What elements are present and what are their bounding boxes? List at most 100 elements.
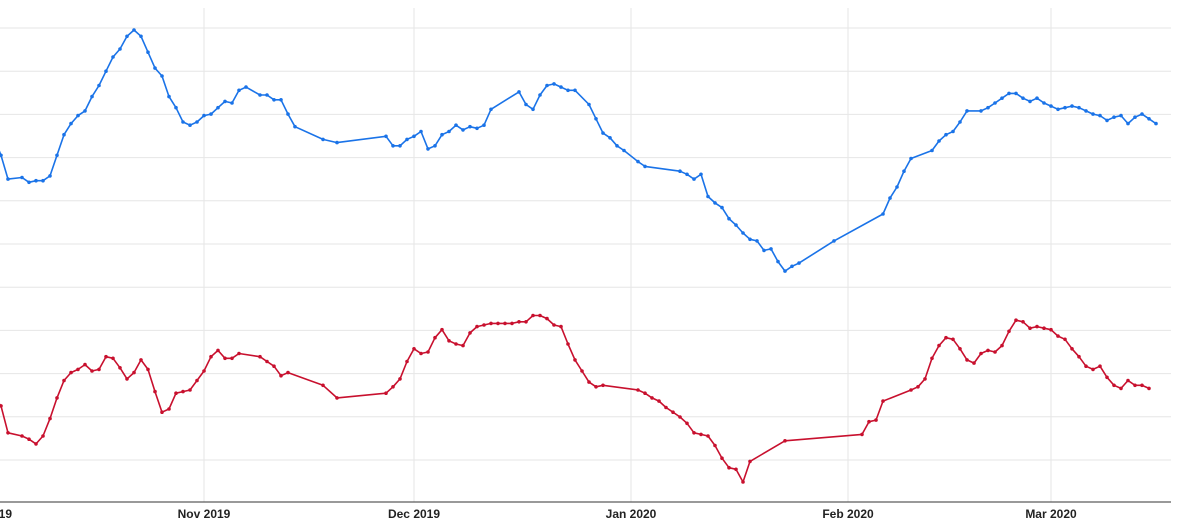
data-point [678, 415, 682, 419]
data-point [643, 164, 647, 169]
data-point [216, 105, 220, 110]
data-point [1126, 378, 1130, 383]
data-point [783, 439, 787, 443]
data-point [1000, 96, 1004, 100]
data-point [132, 370, 136, 375]
series-1 [0, 28, 1158, 273]
data-point [391, 144, 395, 148]
data-point [153, 389, 157, 394]
data-point [832, 239, 836, 243]
data-point [587, 380, 591, 384]
data-point [83, 109, 87, 113]
data-point [608, 136, 612, 140]
data-point [923, 377, 927, 381]
data-point [979, 109, 983, 113]
data-point [90, 94, 94, 99]
x-tick-label: Oct 2019 [0, 507, 12, 521]
data-point [496, 321, 500, 326]
data-point [601, 383, 605, 388]
data-point [237, 88, 241, 93]
data-point [517, 320, 521, 324]
data-point [426, 147, 430, 151]
data-point [951, 337, 955, 342]
data-point [538, 313, 542, 318]
data-point [447, 339, 451, 343]
data-point [545, 83, 549, 88]
data-point [125, 377, 129, 381]
data-point [475, 324, 479, 329]
data-point [454, 123, 458, 127]
data-point [104, 354, 108, 359]
data-point [104, 69, 108, 73]
data-point [734, 223, 738, 227]
data-point [1119, 386, 1123, 391]
data-point [48, 416, 52, 421]
data-point [111, 55, 115, 59]
data-point [321, 383, 325, 388]
data-point [1042, 101, 1046, 105]
data-point [1140, 383, 1144, 388]
data-point [594, 385, 598, 389]
data-point [279, 98, 283, 102]
data-point [1084, 364, 1088, 369]
data-point [412, 347, 416, 351]
data-point [90, 369, 94, 373]
data-point [685, 421, 689, 426]
data-point [321, 137, 325, 142]
data-point [1091, 112, 1095, 116]
data-point [944, 335, 948, 340]
data-point [153, 66, 157, 70]
data-point [720, 456, 724, 461]
data-point [433, 144, 437, 148]
data-point [979, 351, 983, 356]
data-point [76, 367, 80, 372]
data-point [1133, 383, 1137, 388]
data-point [937, 139, 941, 143]
data-point [34, 178, 38, 183]
data-point [1140, 112, 1144, 116]
data-point [41, 178, 45, 183]
data-point [678, 169, 682, 173]
data-point [447, 129, 451, 134]
data-point [1007, 329, 1011, 334]
data-point [286, 370, 290, 375]
data-point [419, 351, 423, 356]
data-point [209, 354, 213, 359]
x-tick-label: Dec 2019 [388, 507, 440, 521]
data-point [699, 432, 703, 437]
data-point [216, 348, 220, 353]
data-point [986, 105, 990, 110]
series-line [0, 29, 1157, 272]
data-point [97, 83, 101, 88]
data-point [272, 364, 276, 369]
data-point [741, 231, 745, 235]
data-point [398, 144, 402, 148]
data-point [230, 356, 234, 361]
data-point [489, 321, 493, 326]
data-point [223, 356, 227, 361]
data-point [965, 109, 969, 113]
data-point [692, 431, 696, 435]
data-point [1042, 326, 1046, 331]
data-point [888, 196, 892, 200]
data-point [195, 378, 199, 383]
data-point [524, 102, 528, 107]
data-point [867, 419, 871, 424]
data-point [713, 201, 717, 205]
data-point [755, 239, 759, 243]
data-point [482, 323, 486, 327]
data-point [293, 124, 297, 129]
data-point [748, 237, 752, 242]
data-point [1056, 107, 1060, 112]
data-point [1098, 113, 1102, 118]
data-point [461, 343, 465, 348]
data-point [384, 134, 388, 139]
data-point [524, 320, 528, 324]
data-point [440, 132, 444, 137]
data-point [265, 359, 269, 364]
data-point [412, 134, 416, 139]
data-point [419, 129, 423, 134]
data-point [1119, 113, 1123, 118]
data-point [83, 362, 87, 367]
